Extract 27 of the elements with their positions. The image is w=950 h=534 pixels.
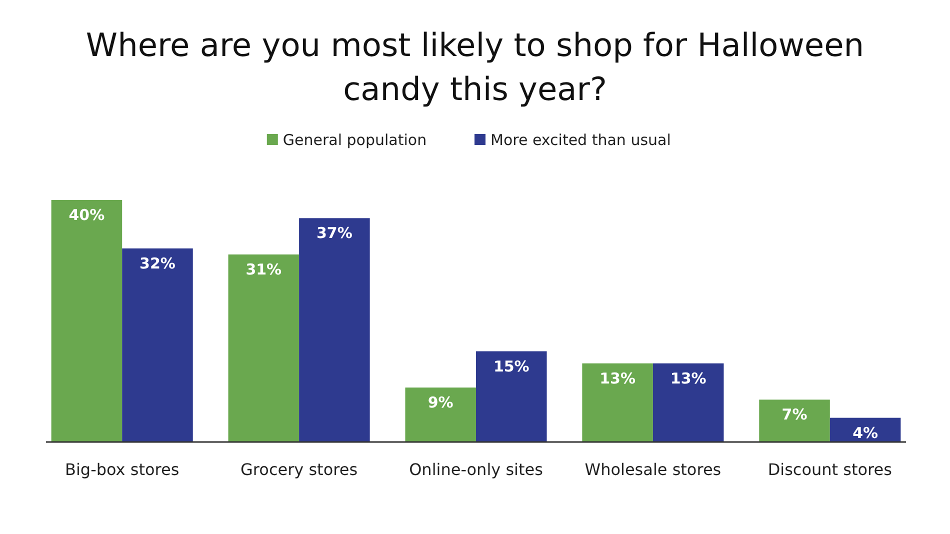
bar xyxy=(652,363,724,442)
bar xyxy=(228,254,300,442)
bar xyxy=(405,388,476,442)
bar xyxy=(759,400,830,442)
legend-label: More excited than usual xyxy=(490,131,671,149)
data-label: 4% xyxy=(852,424,878,442)
x-tick-label: Grocery stores xyxy=(240,460,358,479)
data-label: 15% xyxy=(493,357,530,376)
data-label: 13% xyxy=(670,369,706,388)
data-label: 13% xyxy=(600,369,636,388)
x-tick-label: Wholesale stores xyxy=(584,460,722,479)
bar xyxy=(299,218,370,442)
x-tick-label: Online-only sites xyxy=(409,460,543,479)
bar xyxy=(51,200,122,442)
data-label: 32% xyxy=(140,254,176,272)
legend-label: General population xyxy=(282,131,427,149)
chart-title: Where are you most likely to shop for Halloween candy this year? xyxy=(86,26,864,108)
data-label: 31% xyxy=(246,260,282,278)
bar xyxy=(476,351,547,442)
data-label: 40% xyxy=(68,206,105,224)
data-label: 9% xyxy=(428,394,454,412)
data-label: 37% xyxy=(316,224,352,242)
x-tick-label: Big-box stores xyxy=(65,460,180,479)
x-tick-label: Discount stores xyxy=(768,460,892,479)
bar xyxy=(122,248,193,442)
bar xyxy=(582,363,653,442)
data-label: 7% xyxy=(782,406,808,424)
